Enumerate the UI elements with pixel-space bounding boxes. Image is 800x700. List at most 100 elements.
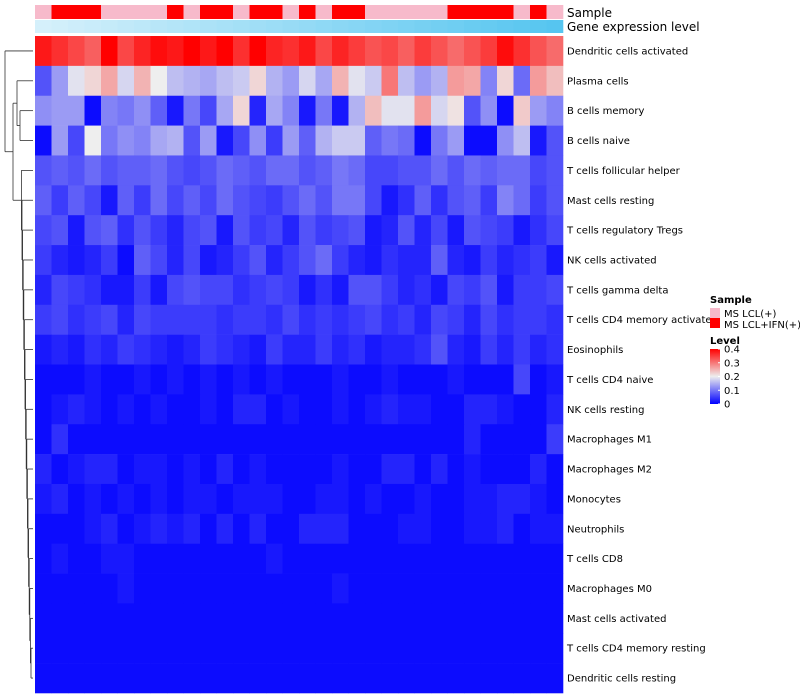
heatmap-cell (167, 215, 184, 246)
heatmap-cell (365, 95, 382, 126)
heatmap-cell (249, 454, 267, 485)
heatmap-cell (282, 603, 300, 634)
heatmap-cell (150, 36, 168, 67)
heatmap-cell (134, 185, 151, 216)
heatmap-cell (84, 95, 102, 126)
heatmap-cells (35, 36, 564, 694)
heatmap-cell (233, 603, 250, 634)
expression-annotation-cell (414, 20, 432, 33)
heatmap-cell (35, 633, 52, 664)
sample-annotation-cell (35, 5, 52, 19)
heatmap-cell (150, 483, 168, 515)
row-label: T cells follicular helper (566, 166, 681, 177)
heatmap-cell (266, 334, 283, 365)
heatmap-cell (447, 95, 465, 126)
expression-annotation-cell (35, 20, 52, 33)
heatmap-cell (299, 65, 316, 97)
heatmap-cell (348, 394, 366, 425)
heatmap-cell (68, 543, 85, 574)
heatmap-cell (216, 573, 234, 604)
heatmap-cell (398, 95, 415, 126)
heatmap-cell (447, 274, 465, 306)
heatmap-cell (233, 334, 250, 365)
heatmap-cell (68, 663, 85, 694)
heatmap-cell (282, 543, 300, 574)
heatmap-cell (447, 513, 465, 544)
heatmap-cell (414, 483, 432, 515)
heatmap-cell (51, 155, 69, 186)
heatmap-cell (332, 573, 349, 604)
heatmap-cell (299, 573, 316, 604)
heatmap-cell (398, 454, 415, 485)
expression-annotation-cell (315, 20, 333, 33)
heatmap-cell (315, 155, 333, 186)
heatmap-cell (167, 95, 184, 126)
heatmap-cell (249, 334, 267, 365)
legend-swatch-ms-lcl (710, 308, 720, 318)
heatmap-cell (35, 454, 52, 485)
heatmap-cell (332, 95, 349, 126)
row-label: B cells naive (567, 136, 630, 147)
heatmap-cell (249, 633, 267, 664)
heatmap-cell (513, 454, 531, 485)
heatmap-cell (249, 364, 267, 395)
heatmap-cell (183, 543, 201, 574)
heatmap-cell (447, 633, 465, 664)
heatmap-cell (51, 603, 69, 634)
heatmap-cell (167, 304, 184, 335)
heatmap-cell (233, 663, 250, 694)
heatmap-cell (266, 633, 283, 664)
legend: Sample MS LCL(+) MS LCL+IFN(+) Level 0.4… (710, 295, 800, 411)
heatmap-cell (398, 274, 415, 306)
heatmap-cell (282, 185, 300, 216)
heatmap-cell (447, 543, 465, 574)
heatmap-cell (216, 663, 234, 694)
heatmap-cell (35, 36, 52, 67)
sample-annotation-cell (68, 5, 85, 19)
heatmap-cell (282, 36, 300, 67)
heatmap-cell (117, 334, 135, 365)
expression-annotation-cell (447, 20, 465, 33)
row-label: Plasma cells (567, 76, 629, 87)
heatmap-cell (546, 633, 564, 664)
heatmap-cell (332, 36, 349, 67)
row-label: T cells gamma delta (566, 285, 668, 296)
heatmap-cell (332, 125, 349, 156)
heatmap-cell (546, 513, 564, 544)
heatmap-cell (84, 424, 102, 455)
heatmap-cell (35, 185, 52, 216)
heatmap-cell (35, 364, 52, 395)
heatmap-cell (117, 274, 135, 306)
heatmap-cell (348, 454, 366, 485)
expression-annotation-cell (233, 20, 250, 33)
heatmap-cell (183, 125, 201, 156)
heatmap-cell (299, 185, 316, 216)
heatmap-cell (51, 304, 69, 335)
heatmap-cell (464, 483, 481, 515)
heatmap-cell (134, 95, 151, 126)
heatmap-cell (167, 603, 184, 634)
sample-annotation-cell (398, 5, 415, 19)
heatmap-cell (513, 573, 531, 604)
heatmap-cell (398, 65, 415, 97)
heatmap-cell (84, 215, 102, 246)
heatmap-cell (183, 424, 201, 455)
heatmap-cell (530, 633, 547, 664)
sample-annotation-cell (464, 5, 481, 19)
heatmap-cell (447, 65, 465, 97)
heatmap-cell (315, 95, 333, 126)
row-label: NK cells resting (567, 405, 644, 416)
heatmap-cell (365, 573, 382, 604)
heatmap-cell (183, 573, 201, 604)
heatmap-cell (249, 603, 267, 634)
heatmap-cell (513, 155, 531, 186)
heatmap-cell (233, 95, 250, 126)
expression-annotation-cell (167, 20, 184, 33)
heatmap-cell (398, 245, 415, 276)
heatmap-cell (348, 513, 366, 544)
heatmap-cell (332, 663, 349, 694)
heatmap-cell (315, 513, 333, 544)
heatmap-cell (167, 36, 184, 67)
heatmap-cell (398, 215, 415, 246)
heatmap-cell (365, 394, 382, 425)
